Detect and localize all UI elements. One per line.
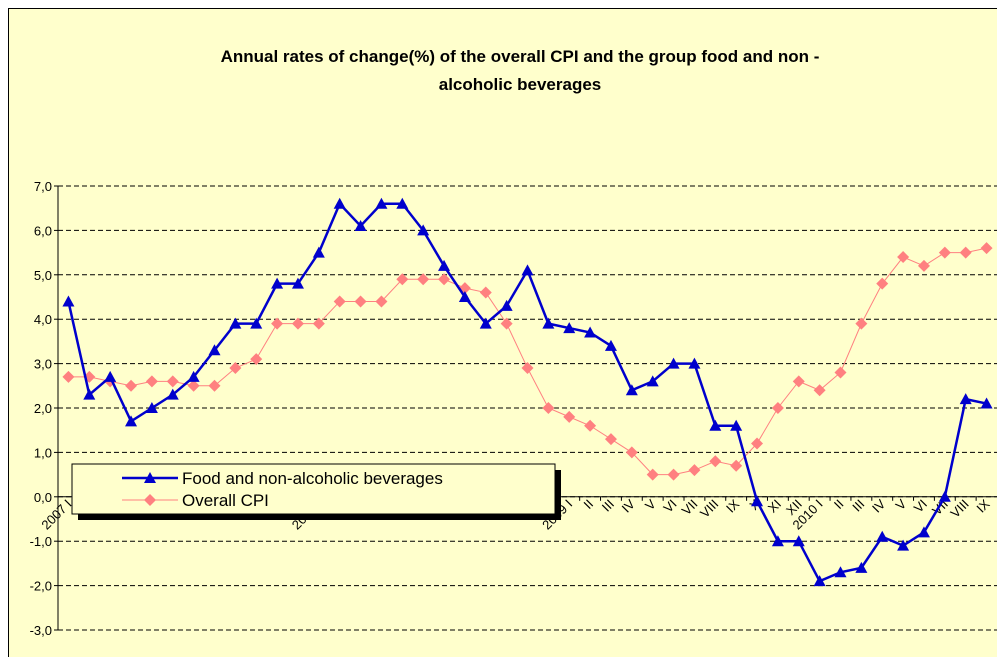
y-tick-label: -3,0: [30, 623, 52, 638]
y-tick-label: 0,0: [34, 490, 52, 505]
chart-area: [9, 9, 997, 658]
y-tick-label: 3,0: [34, 357, 52, 372]
y-tick-label: 4,0: [34, 312, 52, 327]
y-tick-label: -1,0: [30, 534, 52, 549]
legend-label: Food and non-alcoholic beverages: [182, 469, 443, 488]
chart-title: Annual rates of change(%) of the overall…: [221, 47, 820, 66]
chart-subtitle: alcoholic beverages: [439, 75, 602, 94]
y-tick-label: 6,0: [34, 223, 52, 238]
y-tick-label: 5,0: [34, 268, 52, 283]
y-tick-label: 1,0: [34, 445, 52, 460]
y-tick-label: 7,0: [34, 179, 52, 194]
legend-label: Overall CPI: [182, 491, 269, 510]
y-tick-label: -2,0: [30, 579, 52, 594]
y-tick-label: 2,0: [34, 401, 52, 416]
